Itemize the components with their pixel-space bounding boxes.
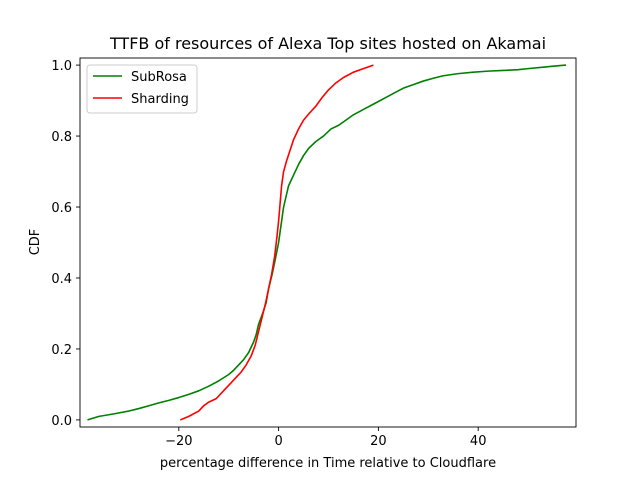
series-line-sharding [179, 64, 374, 421]
y-tick-label: 0.6 [51, 201, 72, 216]
legend: SubRosa Sharding [86, 64, 198, 114]
chart-title: TTFB of resources of Alexa Top sites hos… [109, 34, 546, 53]
y-tick-label: 0.8 [51, 130, 72, 145]
x-tick-label: −20 [165, 434, 192, 449]
legend-box [86, 64, 198, 114]
y-tick-label: 0.0 [51, 414, 72, 429]
axes-frame [79, 57, 577, 428]
legend-label-subrosa: SubRosa [131, 70, 187, 85]
x-tick-label: 20 [370, 434, 387, 449]
legend-label-sharding: Sharding [131, 92, 189, 107]
series-line-subrosa [87, 64, 567, 421]
x-axis-label: percentage difference in Time relative t… [160, 456, 496, 471]
plot-area: −20 0 20 40 0.0 0.2 0.4 0.6 0.8 1.0 [51, 57, 577, 449]
x-tick-label: 0 [274, 434, 282, 449]
x-tick-label: 40 [470, 434, 487, 449]
y-tick-label: 0.4 [51, 272, 72, 287]
y-axis-label: CDF [28, 229, 43, 256]
y-tick-label: 1.0 [51, 59, 72, 74]
y-tick-label: 0.2 [51, 343, 72, 358]
